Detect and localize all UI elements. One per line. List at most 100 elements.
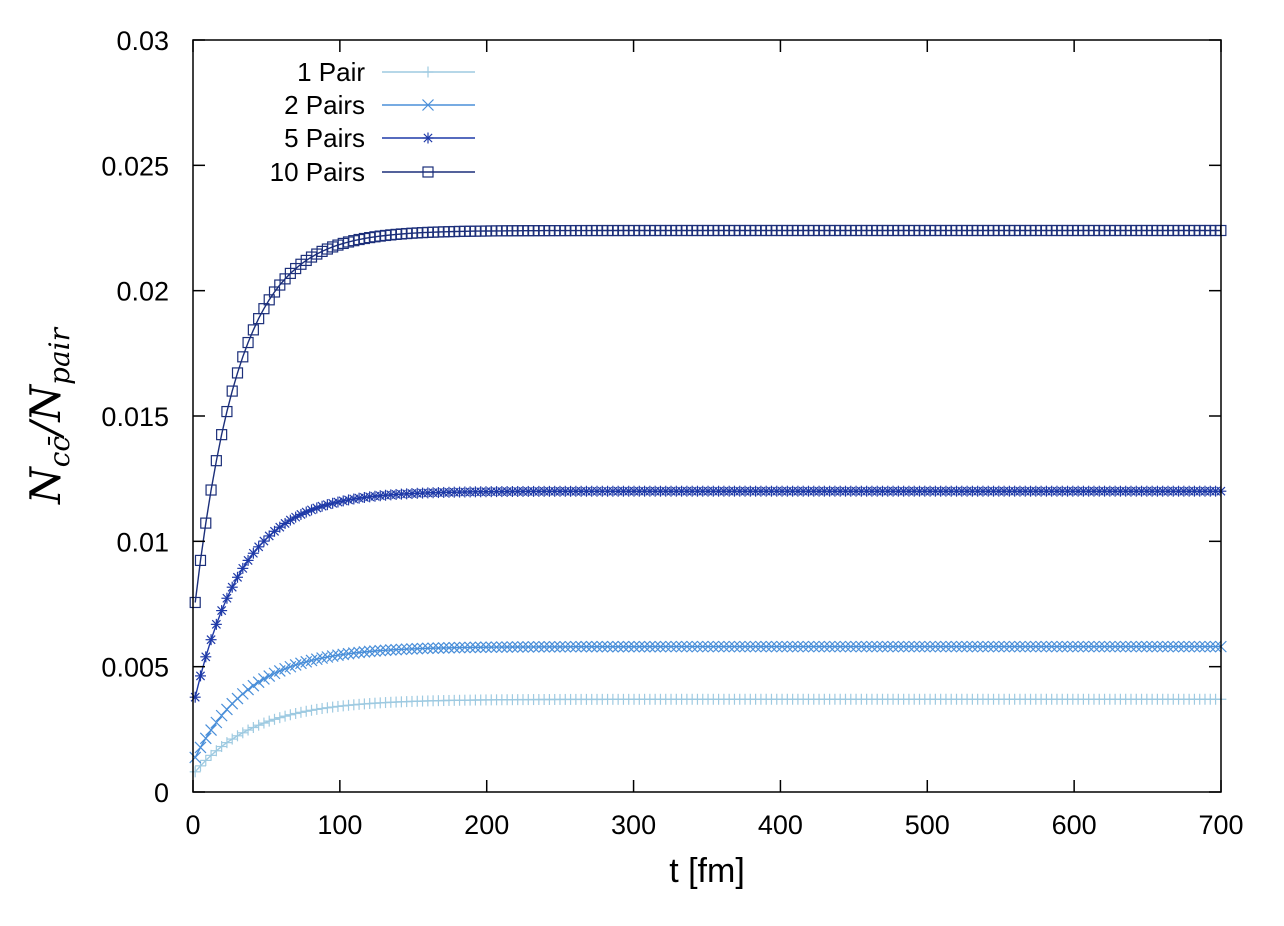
data-point <box>1130 640 1143 653</box>
data-point <box>791 640 804 653</box>
data-point <box>274 521 286 533</box>
legend-entry: 5 Pairs <box>284 123 475 153</box>
data-point <box>1114 640 1127 653</box>
data-point <box>1066 640 1079 653</box>
data-point <box>765 640 778 653</box>
data-point <box>871 640 884 653</box>
data-point <box>485 641 498 654</box>
data-point <box>205 724 217 736</box>
data-point <box>945 640 958 653</box>
data-point <box>760 640 773 653</box>
data-point <box>332 649 344 662</box>
data-point <box>1135 640 1148 653</box>
data-point <box>860 640 873 653</box>
data-point <box>1204 640 1217 653</box>
data-point <box>205 484 217 496</box>
data-point <box>850 640 862 653</box>
ticks-layer: 0 100 200 300 400 500 600 700 0 0.005 0.01 0.015 0.0… <box>101 26 1243 840</box>
data-point <box>422 66 434 78</box>
data-point <box>865 640 878 653</box>
data-point <box>369 645 381 657</box>
data-point <box>253 719 265 731</box>
data-point <box>601 640 614 653</box>
ylabel-base: N <box>21 466 70 505</box>
series-line <box>194 490 1221 698</box>
data-point <box>992 640 1005 653</box>
data-point <box>707 640 720 653</box>
data-point <box>316 703 328 715</box>
data-point <box>1177 640 1190 653</box>
x-tick-label: 200 <box>464 810 509 840</box>
data-point <box>702 640 714 653</box>
data-point <box>575 640 588 653</box>
x-tick-label: 600 <box>1052 810 1097 840</box>
data-point <box>918 640 931 653</box>
x-tick-label: 300 <box>611 810 656 840</box>
data-point <box>1140 640 1153 653</box>
data-point <box>327 497 339 509</box>
data-point <box>617 640 630 653</box>
data-point <box>680 640 693 653</box>
data-point <box>1156 640 1169 653</box>
data-point <box>739 640 751 653</box>
data-point <box>924 640 937 653</box>
data-point <box>554 640 566 653</box>
data-point <box>347 647 360 660</box>
data-point <box>400 643 413 656</box>
y-tick-label: 0.01 <box>116 527 169 557</box>
ylabel-base2: N <box>21 384 70 423</box>
data-point <box>231 367 244 379</box>
data-point <box>237 562 249 574</box>
data-point <box>337 648 350 661</box>
data-point <box>839 640 852 653</box>
data-point <box>1183 640 1196 653</box>
data-point <box>717 640 730 653</box>
data-point <box>1014 640 1026 653</box>
x-tick-label: 700 <box>1198 810 1243 840</box>
data-point <box>1172 640 1185 653</box>
data-point <box>622 640 635 653</box>
data-point <box>733 640 746 653</box>
data-point <box>971 640 984 653</box>
data-point <box>321 651 334 663</box>
data-point <box>321 499 333 511</box>
data-point <box>326 650 339 662</box>
data-point <box>1125 640 1137 653</box>
data-point <box>897 640 910 653</box>
data-point <box>358 646 371 658</box>
data-point <box>1193 640 1206 653</box>
data-point <box>242 336 254 349</box>
data-point <box>1072 640 1085 653</box>
data-point <box>940 640 952 653</box>
data-point <box>231 730 243 742</box>
data-point <box>205 749 217 761</box>
data-point <box>210 716 223 729</box>
series-layer <box>189 224 1227 778</box>
data-point <box>432 642 445 654</box>
data-point <box>374 644 387 657</box>
data-point <box>390 643 403 656</box>
data-point <box>522 640 535 653</box>
data-point <box>252 676 265 689</box>
data-point <box>517 641 529 653</box>
data-point <box>580 640 593 653</box>
data-point <box>881 640 894 653</box>
data-point <box>242 683 254 696</box>
data-point <box>189 751 202 764</box>
data-point <box>1146 640 1159 653</box>
data-point <box>480 641 492 654</box>
data-point <box>1103 640 1116 653</box>
data-point <box>1188 640 1201 653</box>
data-point <box>416 642 429 655</box>
data-point <box>532 640 545 653</box>
data-point <box>548 640 561 653</box>
svg-text:Ncc̄/Npair: Ncc̄/Npair <box>21 326 76 505</box>
data-point <box>876 640 889 653</box>
legend-entry: 1 Pair <box>297 57 475 87</box>
y-tick-label: 0.03 <box>116 26 169 56</box>
data-point <box>728 640 741 653</box>
data-point <box>216 429 228 441</box>
data-point <box>1040 640 1053 653</box>
data-point <box>908 640 921 653</box>
